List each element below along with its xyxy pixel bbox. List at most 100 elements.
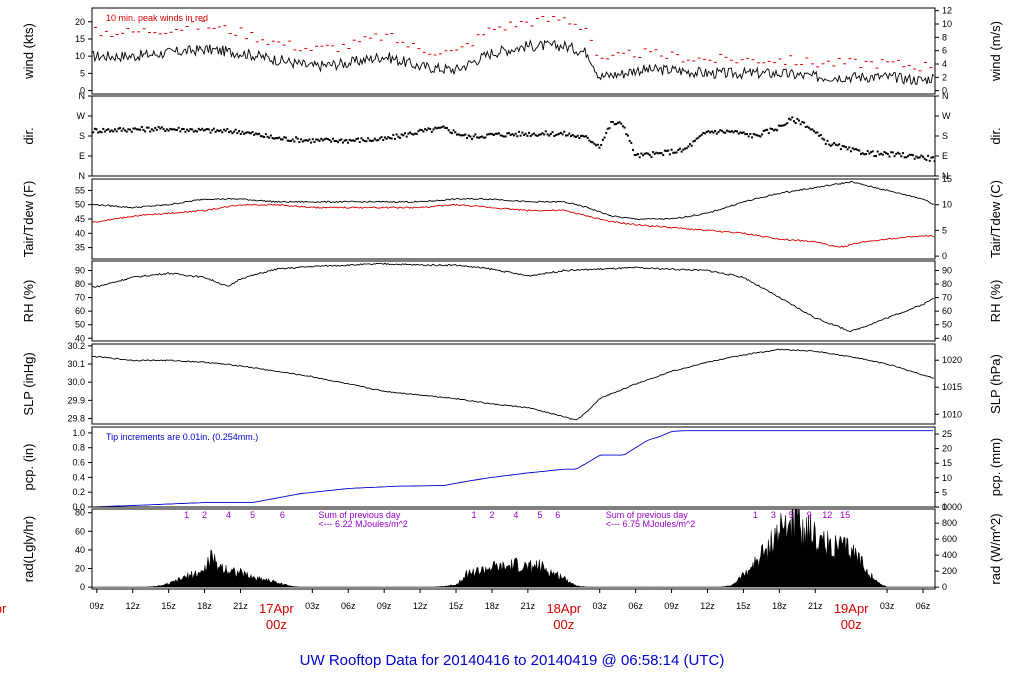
wind-dir-point [779, 124, 782, 127]
wind-dir-point [521, 131, 524, 134]
wind-dir-point [854, 148, 857, 151]
wind-dir-point [290, 139, 293, 142]
wind-dir-point [596, 143, 599, 146]
right-tick-label: 10 [942, 473, 952, 483]
wind-dir-point [434, 126, 437, 129]
wind-dir-point [880, 152, 883, 155]
wind-dir-point [518, 130, 521, 133]
wind-dir-point [844, 146, 847, 149]
wind-dir-point [461, 134, 464, 137]
wind-dir-point [172, 128, 175, 131]
wind-dir-point [209, 131, 212, 134]
wind-dir-point [595, 144, 598, 147]
left-tick-label: 0.4 [72, 472, 85, 482]
wind-dir-point [670, 148, 673, 151]
wind-dir-point [471, 137, 474, 140]
wind-dir-point [623, 126, 626, 129]
wind-dir-point [772, 129, 775, 132]
panel-frame [91, 260, 936, 342]
right-tick-label: N [942, 91, 949, 101]
wind-dir-point [626, 134, 629, 137]
wind-dir-point [660, 152, 663, 155]
wind-dir-point [102, 127, 105, 130]
wind-dir-point [916, 156, 919, 159]
right-tick-label: 10 [942, 200, 952, 210]
left-tick-label: 50 [75, 200, 85, 210]
wind-dir-point [846, 148, 849, 151]
wind-dir-point [256, 133, 259, 136]
wind-dir-point [928, 159, 931, 162]
wind-dir-point [424, 128, 427, 131]
wind-dir-point [236, 132, 239, 135]
wind-dir-point [482, 136, 485, 139]
wind-dir-point [769, 127, 772, 130]
wind-dir-point [184, 130, 187, 133]
wind-dir-point [683, 147, 686, 150]
right-tick-label: 800 [942, 518, 957, 528]
wind-dir-point [637, 153, 640, 156]
wind-dir-point [315, 138, 318, 141]
right-tick-label: 50 [942, 320, 952, 330]
plot-area-5 [92, 430, 934, 507]
wind-dir-point [122, 127, 125, 130]
wind-dir-point [459, 134, 462, 137]
rad-hour-mark: 5 [250, 510, 255, 520]
wind-dir-point [462, 134, 465, 137]
wind-dir-point [818, 134, 821, 137]
wind-dir-point [432, 128, 435, 131]
wind-dir-point [625, 133, 628, 136]
wind-dir-point [682, 148, 685, 151]
left-axis-title: pcp. (in) [21, 444, 36, 491]
wind-dir-point [824, 142, 827, 145]
wind-dir-point [98, 130, 101, 133]
wind-dir-point [757, 134, 760, 137]
right-tick-label: 600 [942, 534, 957, 544]
wind-dir-point [734, 129, 737, 132]
right-axis-title: SLP (hPa) [988, 354, 1003, 414]
wind-dir-point [372, 139, 375, 142]
wind-dir-point [823, 138, 826, 141]
wind-dir-point [558, 132, 561, 135]
wind-dir-point [853, 148, 856, 151]
wind-dir-point [303, 139, 306, 142]
wind-dir-point [782, 124, 785, 127]
left-tick-label: N [79, 91, 86, 101]
wind-dir-point [174, 128, 177, 131]
wind-dir-point [873, 155, 876, 158]
wind-dir-point [191, 128, 194, 131]
left-tick-label: 80 [75, 279, 85, 289]
wind-dir-point [556, 133, 559, 136]
wind-dir-point [767, 132, 770, 135]
wind-dir-point [511, 133, 514, 136]
plot-area-6 [92, 509, 935, 588]
wind-dir-point [591, 141, 594, 144]
wind-dir-point [663, 149, 666, 152]
wind-dir-point [709, 131, 712, 134]
hour-tick-label: 18z [772, 601, 787, 611]
hour-tick-label: 21z [521, 601, 536, 611]
wind-dir-point [427, 127, 430, 130]
wind-dir-point [120, 129, 123, 132]
hour-tick-label: 12z [413, 601, 428, 611]
wind-dir-point [814, 131, 817, 134]
wind-dir-point [675, 151, 678, 154]
wind-dir-point [414, 132, 417, 135]
left-tick-label: 29.8 [67, 414, 85, 424]
wind-dir-point [655, 151, 658, 154]
wind-dir-point [826, 139, 829, 142]
wind-dir-point [395, 133, 398, 136]
radiation-area [92, 509, 935, 588]
wind-dir-point [112, 130, 115, 133]
wind-dir-point [212, 127, 215, 130]
wind-dir-point [479, 136, 482, 139]
wind-dir-point [494, 132, 497, 135]
wind-dir-point [477, 136, 480, 139]
right-tick-label: 15 [942, 458, 952, 468]
rad-hour-mark: 9 [807, 510, 812, 520]
wind-dir-point [499, 134, 502, 137]
wind-dir-point [246, 131, 249, 134]
wind-dir-point [447, 129, 450, 132]
wind-dir-point [534, 134, 537, 137]
wind-dir-point [254, 132, 257, 135]
